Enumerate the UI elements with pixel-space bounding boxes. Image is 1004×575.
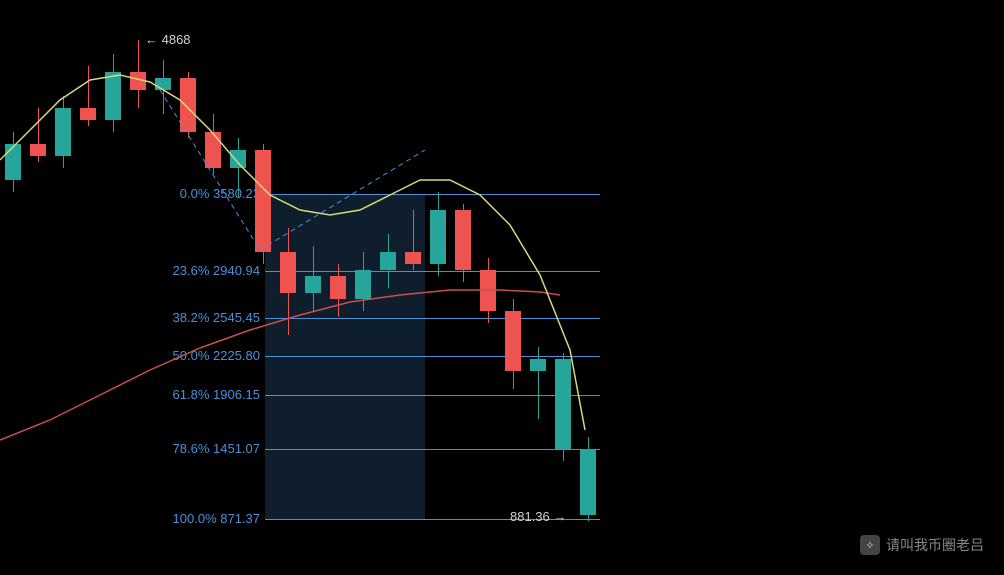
candle-body [130, 72, 146, 90]
candle-wick [538, 347, 539, 419]
candle-body [580, 449, 596, 515]
candle-body [155, 78, 171, 90]
candle-body [5, 144, 21, 180]
candle-body [330, 276, 346, 300]
fib-label: 50.0% 2225.80 [173, 348, 260, 363]
fib-line [265, 271, 600, 272]
candle-body [555, 359, 571, 449]
candle-body [80, 108, 96, 120]
candle-body [380, 252, 396, 270]
candle-body [255, 150, 271, 252]
candle-body [30, 144, 46, 156]
candle-body [530, 359, 546, 371]
candle-body [280, 252, 296, 294]
candle-body [55, 108, 71, 156]
candle-body [205, 132, 221, 168]
fib-label: 0.0% 3580.23 [180, 186, 260, 201]
fib-label: 100.0% 871.37 [173, 511, 260, 526]
candle-body [455, 210, 471, 270]
fib-label: 23.6% 2940.94 [173, 263, 260, 278]
candle-body [105, 72, 121, 120]
fib-line [265, 395, 600, 396]
fib-label: 38.2% 2545.45 [173, 310, 260, 325]
wechat-icon: ✧ [860, 535, 880, 555]
candle-body [480, 270, 496, 312]
candle-body [355, 270, 371, 300]
fib-line [265, 318, 600, 319]
high-annotation: ← 4868 [145, 32, 191, 47]
fib-label: 61.8% 1906.15 [173, 387, 260, 402]
candle-body [230, 150, 246, 168]
fib-line [265, 356, 600, 357]
low-annotation: 881.36 → [510, 509, 566, 524]
candle-body [505, 311, 521, 371]
watermark: ✧ 请叫我币圈老吕 [860, 535, 984, 555]
fib-label: 78.6% 1451.07 [173, 441, 260, 456]
candle-body [180, 78, 196, 132]
candle-body [430, 210, 446, 264]
candle-body [405, 252, 421, 264]
candlestick-chart[interactable]: 0.0% 3580.23 23.6% 2940.94 38.2% 2545.45 50… [0, 0, 1004, 575]
overlay-lines [0, 0, 1004, 575]
fib-line [265, 449, 600, 450]
watermark-text: 请叫我币圈老吕 [886, 535, 984, 555]
fib-line [265, 194, 600, 195]
candle-body [305, 276, 321, 294]
